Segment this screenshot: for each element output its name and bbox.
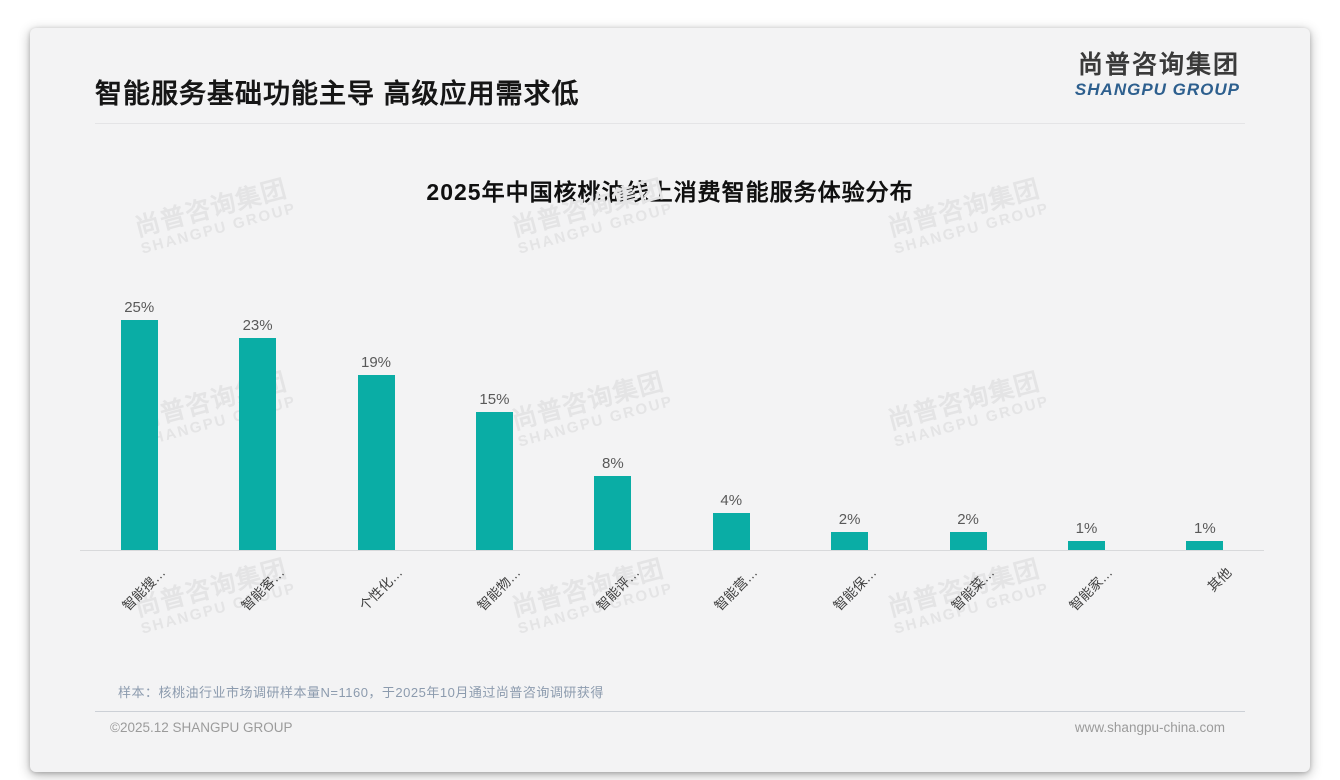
axis-label-slot: 智能物… [435, 552, 553, 657]
axis-category-label: 智能搜… [119, 564, 169, 614]
bar-value-label: 25% [124, 299, 155, 316]
axis-label-slot: 智能评… [554, 552, 672, 657]
bar-group: 1% [1027, 520, 1145, 550]
bar-group: 1% [1146, 520, 1264, 550]
bar-group: 8% [554, 455, 672, 550]
bar [712, 513, 750, 550]
bar-value-label: 23% [242, 317, 273, 334]
bar [1186, 541, 1224, 550]
sample-footnote: 样本：核桃油行业市场调研样本量N=1160，于2025年10月通过尚普咨询调研获… [118, 685, 604, 700]
bar [594, 476, 632, 550]
axis-label-slot: 智能家… [1027, 552, 1145, 657]
bar-value-label: 19% [361, 354, 392, 371]
bar-value-label: 1% [1075, 520, 1098, 537]
bar-group: 4% [672, 492, 790, 550]
axis-label-slot: 个性化… [317, 552, 435, 657]
axis-label-slot: 智能搜… [80, 552, 198, 657]
x-axis-labels: 智能搜… 智能客… 个性化… 智能物… 智能评… 智能营… 智能保… 智能菜… 智能家… 其他 [80, 552, 1264, 657]
axis-category-label: 智能营… [711, 564, 761, 614]
axis-label-slot: 智能客… [198, 552, 316, 657]
slide-card: 智能服务基础功能主导 高级应用需求低 尚普咨询集团 SHANGPU GROUP … [30, 28, 1310, 772]
bar-chart-plot-area: 25% 23% 19% 15% 8% 4% 2% 2% 1% 1% [80, 258, 1264, 551]
website-url: www.shangpu-china.com [1074, 720, 1225, 735]
bar-group: 15% [435, 391, 553, 550]
axis-category-label: 个性化… [356, 564, 406, 614]
axis-category-label: 智能物… [475, 564, 524, 614]
axis-category-label: 智能客… [238, 564, 288, 614]
bar [357, 375, 395, 550]
logo-chinese-text: 尚普咨询集团 [1077, 51, 1240, 79]
axis-label-slot: 其他 [1146, 552, 1264, 657]
bar [120, 320, 158, 550]
axis-category-label: 智能评… [593, 564, 643, 614]
copyright-text: ©2025.12 SHANGPU GROUP [110, 720, 293, 735]
bar [475, 412, 513, 550]
axis-category-label: 智能保… [830, 564, 880, 614]
axis-label-slot: 智能菜… [909, 552, 1027, 657]
header-divider [95, 123, 1245, 124]
bar-group: 2% [790, 511, 908, 550]
bar-value-label: 8% [601, 455, 624, 472]
bar-group: 2% [909, 511, 1027, 550]
bar-group: 25% [80, 299, 198, 550]
bar-value-label: 2% [838, 511, 861, 528]
axis-category-label: 其他 [1204, 564, 1235, 595]
axis-label-slot: 智能保… [790, 552, 908, 657]
bar-group: 19% [317, 354, 435, 550]
bar-value-label: 1% [1194, 520, 1216, 537]
footer-divider [95, 711, 1245, 712]
bar [831, 532, 869, 550]
bar-value-label: 4% [720, 492, 743, 509]
bar [949, 532, 987, 550]
bar-value-label: 2% [957, 511, 979, 528]
axis-category-label: 智能菜… [948, 564, 998, 614]
axis-category-label: 智能家… [1067, 564, 1116, 614]
page-title: 智能服务基础功能主导 高级应用需求低 [95, 79, 580, 109]
company-logo: 尚普咨询集团 SHANGPU GROUP [1075, 50, 1240, 100]
bar [1067, 541, 1105, 550]
axis-label-slot: 智能营… [672, 552, 790, 657]
bar-group: 23% [198, 317, 316, 550]
bar-value-label: 15% [479, 391, 510, 408]
chart-title: 2025年中国核桃油线上消费智能服务体验分布 [426, 179, 914, 205]
logo-english-text: SHANGPU GROUP [1074, 80, 1240, 99]
bar [239, 338, 277, 550]
